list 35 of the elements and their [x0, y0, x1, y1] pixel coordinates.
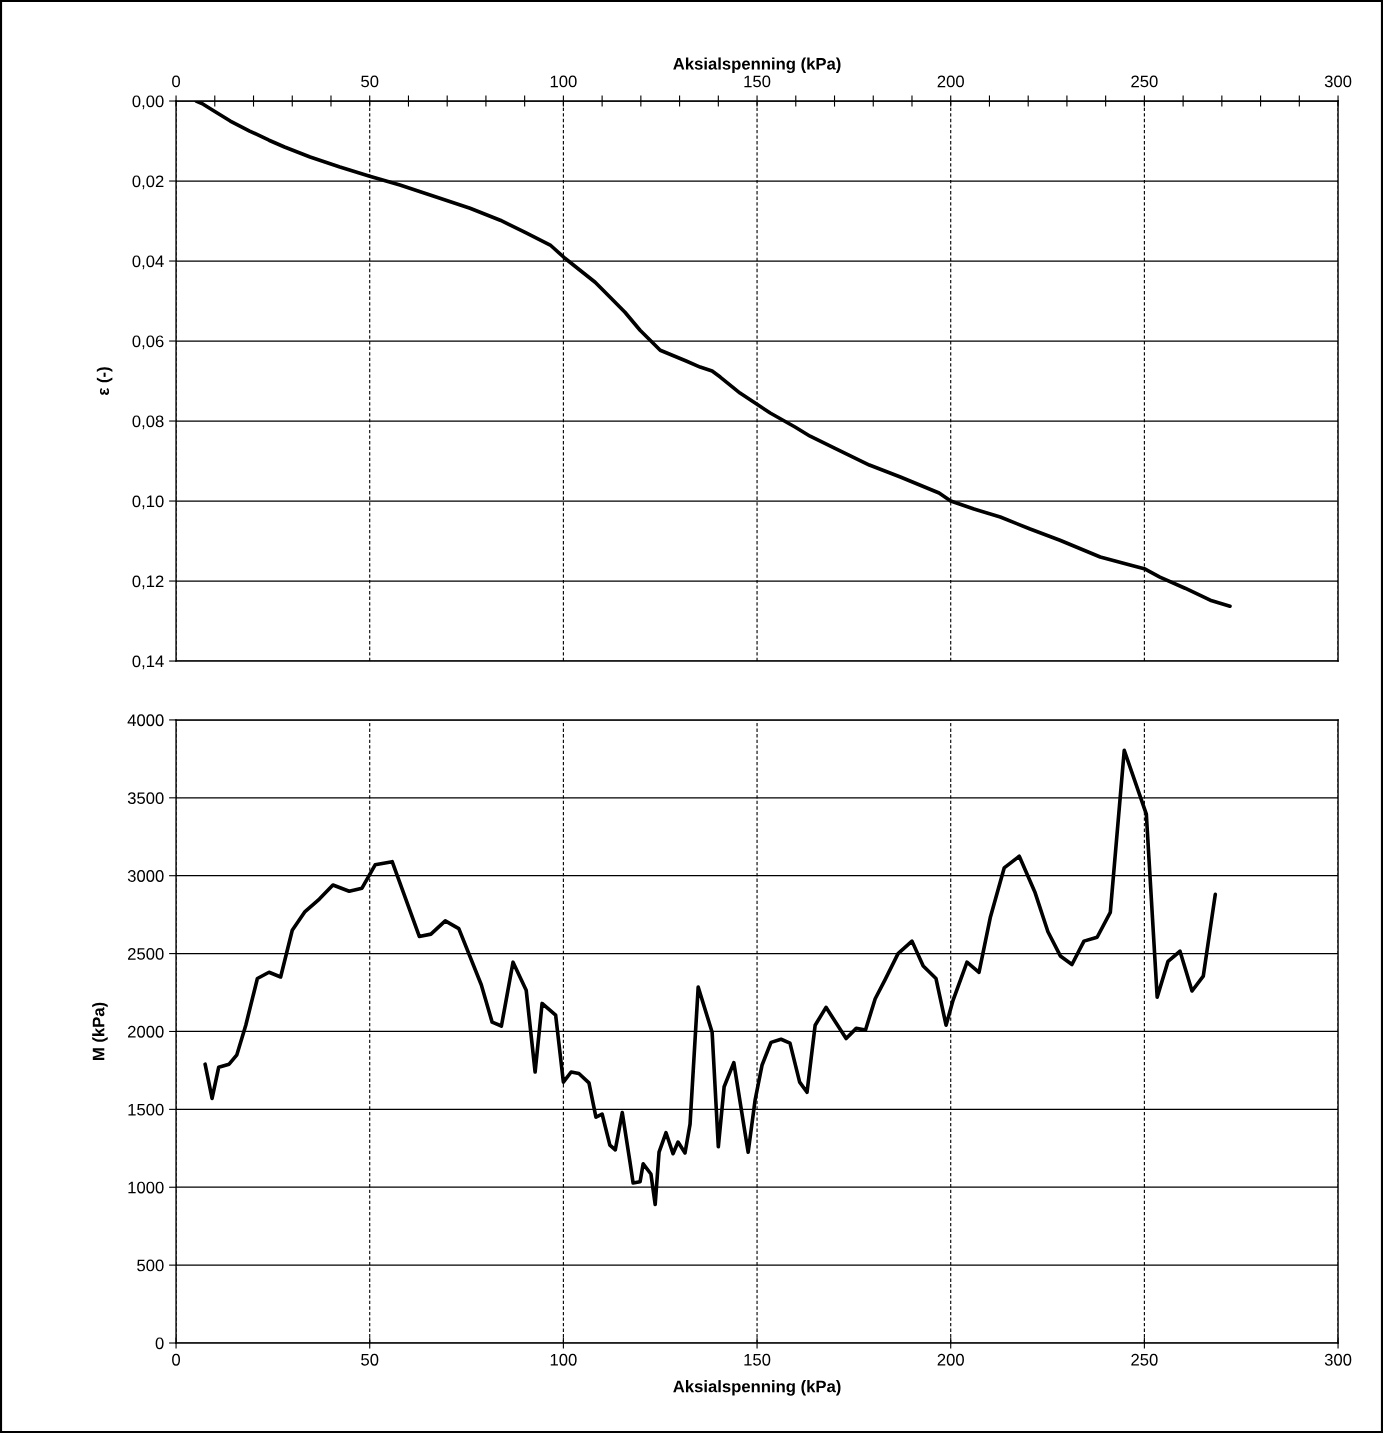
x-axis-title: Aksialspenning (kPa)	[673, 1380, 841, 1396]
y-tick-label: 4000	[127, 714, 164, 727]
x-tick-label: 0	[172, 75, 181, 88]
x-tick-label: 100	[550, 75, 577, 88]
y-tick-label: 0,14	[132, 655, 164, 670]
x-tick-label: 200	[937, 75, 964, 88]
y-tick-label: 500	[137, 1259, 164, 1272]
y-tick-label: 0,02	[132, 175, 164, 190]
x-tick-label: 150	[744, 75, 771, 88]
x-tick-label: 50	[361, 1353, 379, 1366]
y-tick-label: 3500	[127, 792, 164, 805]
y-tick-label: 0,10	[132, 495, 164, 510]
y-tick-label: 0	[155, 1337, 164, 1350]
y-axis-title: ε (-)	[96, 367, 113, 395]
y-tick-label: 0,00	[132, 95, 164, 110]
y-tick-label: 1000	[128, 1181, 164, 1194]
y-tick-label: 0,06	[132, 335, 164, 350]
x-tick-label: 250	[1131, 1353, 1158, 1366]
y-tick-label: 0,08	[132, 415, 164, 430]
y-tick-label: 1500	[128, 1103, 164, 1116]
x-tick-label: 150	[744, 1353, 771, 1366]
y-tick-label: 2000	[128, 1025, 164, 1038]
x-tick-label: 50	[361, 75, 379, 88]
x-tick-label: 200	[937, 1353, 964, 1366]
x-tick-label: 0	[172, 1353, 181, 1366]
y-tick-label: 2500	[128, 947, 164, 960]
y-tick-label: 0,04	[132, 255, 164, 270]
y-tick-label: 3000	[127, 870, 164, 882]
y-tick-label: 0,12	[132, 575, 164, 590]
x-tick-label: 300	[1324, 75, 1352, 88]
x-axis-title: Aksialspenning (kPa)	[673, 57, 841, 74]
y-axis-title: M (kPa)	[92, 1002, 108, 1060]
x-tick-label: 250	[1131, 75, 1158, 88]
x-tick-label: 100	[550, 1353, 577, 1366]
x-tick-label: 300	[1324, 1353, 1352, 1366]
